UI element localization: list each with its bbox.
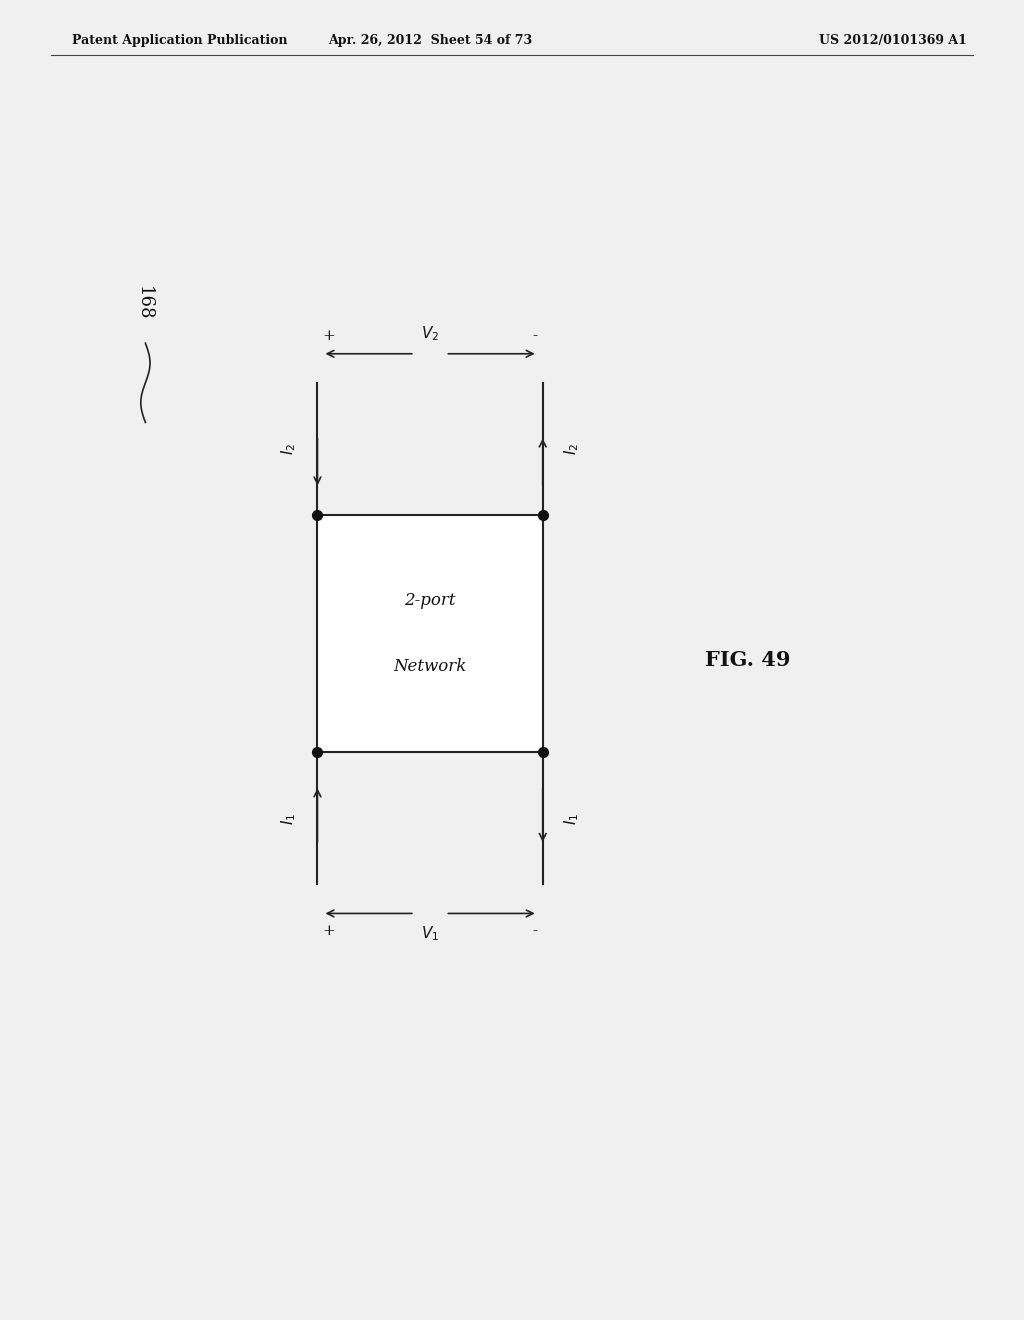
Text: +: +	[323, 924, 335, 939]
Point	[309, 504, 326, 525]
Text: $I_2$: $I_2$	[562, 442, 581, 455]
Text: $I_2$: $I_2$	[280, 442, 298, 455]
Text: US 2012/0101369 A1: US 2012/0101369 A1	[819, 33, 967, 46]
Text: Patent Application Publication: Patent Application Publication	[72, 33, 287, 46]
Point	[535, 742, 551, 763]
Text: Network: Network	[393, 659, 467, 675]
Text: Apr. 26, 2012  Sheet 54 of 73: Apr. 26, 2012 Sheet 54 of 73	[328, 33, 532, 46]
Text: FIG. 49: FIG. 49	[705, 649, 791, 671]
Text: -: -	[532, 924, 538, 939]
Text: $V_2$: $V_2$	[421, 325, 439, 343]
Text: 2-port: 2-port	[404, 593, 456, 609]
Text: $I_1$: $I_1$	[562, 812, 581, 825]
Text: 168: 168	[134, 286, 153, 321]
Point	[535, 504, 551, 525]
Point	[309, 742, 326, 763]
Text: $V_1$: $V_1$	[421, 924, 439, 942]
Text: $I_1$: $I_1$	[280, 812, 298, 825]
Text: +: +	[323, 329, 335, 343]
Text: -: -	[532, 329, 538, 343]
Bar	[317, 515, 543, 752]
